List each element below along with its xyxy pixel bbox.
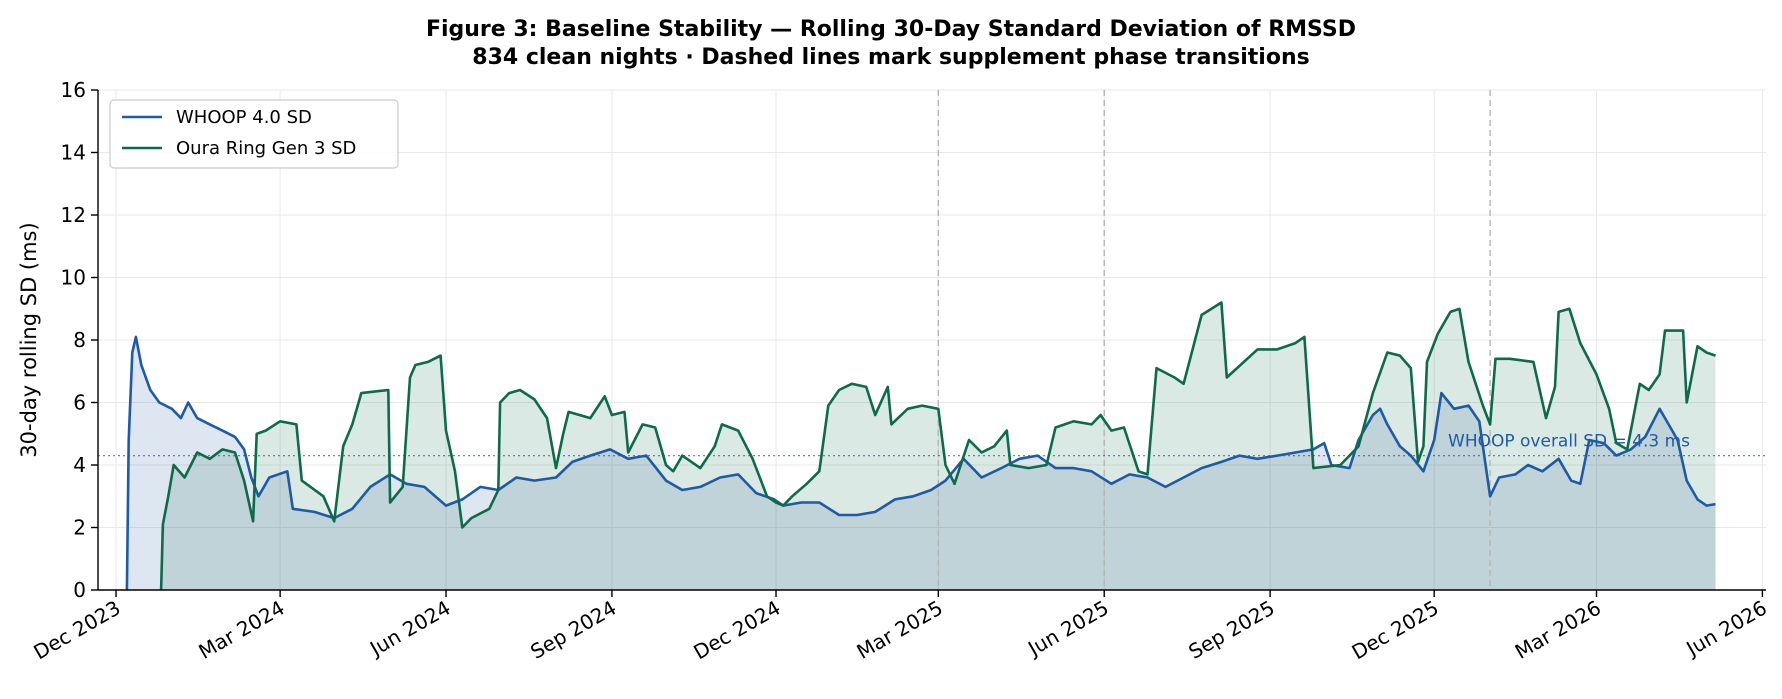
chart-title: Figure 3: Baseline Stability — Rolling 3… [426, 17, 1356, 42]
x-tick-label: Sep 2025 [1184, 596, 1278, 664]
x-tick-label: Mar 2025 [853, 596, 947, 664]
y-axis-label: 30-day rolling SD (ms) [17, 222, 41, 457]
y-tick-label: 10 [61, 266, 86, 290]
y-tick-label: 8 [73, 328, 86, 352]
y-tick-label: 14 [61, 141, 86, 165]
phase-transition-lines [937, 90, 1491, 590]
legend-label-whoop: WHOOP 4.0 SD [176, 107, 312, 128]
legend-label-oura: Oura Ring Gen 3 SD [176, 138, 356, 159]
y-tick-label: 16 [61, 78, 86, 102]
series-fill-0 [126, 336, 1716, 590]
series-lines [125, 301, 1716, 591]
legend: WHOOP 4.0 SD Oura Ring Gen 3 SD [109, 99, 399, 169]
x-tick-label: Jun 2025 [1022, 596, 1112, 662]
series-line-1 [159, 301, 1716, 591]
x-tick-label: Dec 2024 [689, 596, 784, 665]
y-tick-label: 6 [73, 391, 86, 415]
x-tick-label: Sep 2024 [526, 596, 620, 664]
y-tick-label: 12 [61, 203, 86, 227]
x-tick-label: Jun 2026 [1681, 596, 1771, 662]
y-tick-label: 0 [73, 578, 86, 602]
x-tick-label: Dec 2025 [1348, 596, 1443, 665]
x-tick-label: Mar 2026 [1511, 596, 1605, 664]
x-tick-label: Mar 2024 [194, 596, 288, 664]
series-fills [126, 302, 1716, 590]
chart-subtitle: 834 clean nights · Dashed lines mark sup… [472, 45, 1309, 70]
legend-box [109, 99, 399, 169]
series-fill-1 [161, 302, 1716, 590]
series-line-0 [125, 335, 1716, 591]
y-tick-label: 2 [73, 516, 86, 540]
x-tick-label: Jun 2024 [364, 596, 454, 662]
x-tick-label: Dec 2023 [29, 596, 124, 665]
y-tick-label: 4 [73, 453, 86, 477]
